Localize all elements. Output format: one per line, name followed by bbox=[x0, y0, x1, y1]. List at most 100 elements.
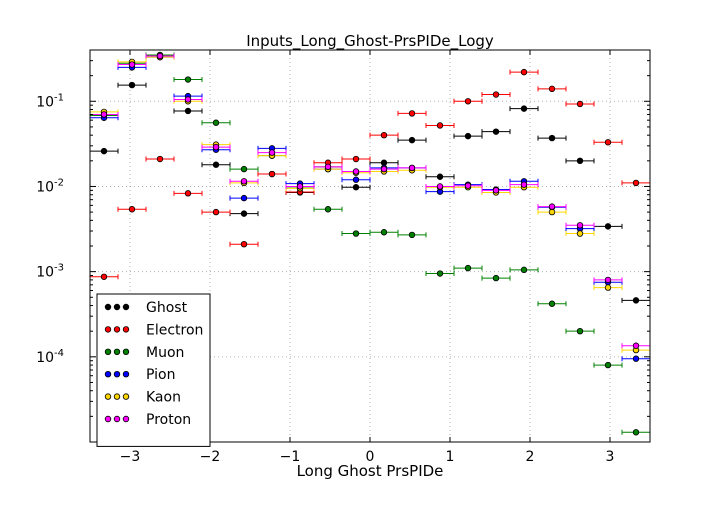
data-point-electron bbox=[520, 68, 528, 76]
y-tick-label-exponent: -4 bbox=[54, 348, 64, 359]
legend-marker-pion bbox=[113, 371, 121, 378]
data-point-proton bbox=[212, 143, 220, 151]
data-point-proton bbox=[464, 182, 472, 189]
data-point-proton bbox=[324, 163, 332, 171]
data-point-kaon bbox=[604, 284, 612, 291]
data-point-proton bbox=[632, 342, 640, 349]
legend-marker-muon bbox=[122, 348, 130, 355]
tick-layer: −3 −2 −1 0 1 2 310-110-210-310-4 bbox=[36, 49, 650, 465]
legend-label-kaon: Kaon bbox=[146, 390, 181, 406]
chart-title: Inputs_Long_Ghost-PrsPIDe_Logy bbox=[246, 32, 494, 51]
legend-marker-proton bbox=[122, 415, 130, 423]
data-point-proton bbox=[296, 183, 304, 190]
data-point-electron bbox=[128, 206, 136, 213]
legend-marker-muon bbox=[113, 348, 121, 355]
data-points bbox=[90, 51, 650, 436]
data-point-electron bbox=[604, 139, 612, 146]
data-point-electron bbox=[156, 155, 164, 163]
data-point-ghost bbox=[380, 159, 388, 166]
data-point-electron bbox=[436, 122, 444, 129]
legend-entry-ghost: Ghost bbox=[104, 300, 188, 316]
legend-marker-proton bbox=[113, 415, 121, 423]
data-point-ghost bbox=[520, 105, 528, 112]
data-point-ghost bbox=[464, 132, 472, 140]
y-tick-label-base: 10 bbox=[36, 179, 54, 195]
data-point-proton bbox=[352, 168, 360, 175]
x-tick-label: 3 bbox=[606, 449, 615, 465]
data-point-electron bbox=[268, 170, 276, 178]
legend-marker-kaon bbox=[113, 393, 121, 400]
x-tick-label: −3 bbox=[120, 449, 141, 465]
data-point-proton bbox=[100, 111, 108, 118]
data-point-proton bbox=[548, 203, 556, 210]
data-point-ghost bbox=[100, 147, 108, 155]
legend-entry-electron: Electron bbox=[104, 322, 203, 338]
legend-marker-ghost bbox=[104, 303, 112, 311]
data-point-muon bbox=[604, 361, 612, 369]
data-point-muon bbox=[212, 119, 220, 126]
series-proton bbox=[90, 52, 650, 349]
data-point-ghost bbox=[240, 210, 248, 217]
legend-marker-muon bbox=[104, 348, 112, 355]
data-point-electron bbox=[548, 85, 556, 93]
data-point-ghost bbox=[128, 81, 136, 89]
legend-marker-ghost bbox=[122, 303, 130, 311]
y-tick-label: 10-3 bbox=[36, 263, 64, 281]
data-point-muon bbox=[240, 165, 248, 173]
data-point-proton bbox=[240, 178, 248, 185]
legend: Ghost Electron Muon Pion Kaon Proton bbox=[96, 293, 211, 447]
data-point-ghost bbox=[548, 134, 556, 142]
y-tick-label: 10-1 bbox=[36, 92, 64, 110]
data-point-proton bbox=[380, 165, 388, 173]
series-ghost bbox=[90, 52, 650, 304]
data-point-kaon bbox=[548, 208, 556, 216]
data-point-pion bbox=[352, 176, 360, 183]
legend-label-proton: Proton bbox=[146, 412, 191, 428]
y-tick-label-base: 10 bbox=[36, 94, 54, 110]
data-point-proton bbox=[436, 183, 444, 190]
data-point-electron bbox=[632, 179, 640, 187]
data-point-electron bbox=[100, 273, 108, 280]
series-electron bbox=[90, 68, 650, 280]
legend-marker-pion bbox=[122, 371, 130, 378]
legend-entry-kaon: Kaon bbox=[104, 390, 181, 406]
data-point-ghost bbox=[604, 223, 612, 230]
legend-marker-kaon bbox=[122, 393, 130, 400]
data-point-electron bbox=[464, 98, 472, 105]
data-point-ghost bbox=[184, 107, 192, 115]
data-point-proton bbox=[156, 52, 164, 60]
x-tick-label: 0 bbox=[366, 449, 375, 465]
legend-marker-electron bbox=[113, 326, 121, 333]
data-point-electron bbox=[184, 190, 192, 197]
data-point-ghost bbox=[576, 157, 584, 165]
data-point-pion bbox=[240, 194, 248, 202]
data-point-electron bbox=[492, 91, 500, 98]
data-point-muon bbox=[436, 270, 444, 277]
data-point-electron bbox=[576, 100, 584, 108]
data-point-electron bbox=[240, 240, 248, 248]
data-point-muon bbox=[408, 231, 416, 239]
legend-label-ghost: Ghost bbox=[146, 300, 188, 316]
data-point-proton bbox=[184, 96, 192, 103]
data-point-kaon bbox=[576, 230, 584, 237]
data-point-muon bbox=[632, 429, 640, 436]
data-point-ghost bbox=[352, 184, 360, 191]
legend-entry-proton: Proton bbox=[104, 412, 191, 428]
x-tick-label: 2 bbox=[526, 449, 535, 465]
y-tick-label-exponent: -1 bbox=[54, 92, 64, 103]
legend-marker-ghost bbox=[113, 303, 121, 311]
data-point-pion bbox=[632, 355, 640, 362]
data-point-proton bbox=[604, 276, 612, 284]
data-point-electron bbox=[408, 110, 416, 117]
data-point-proton bbox=[492, 187, 500, 194]
legend-marker-electron bbox=[122, 326, 130, 333]
legend-entry-muon: Muon bbox=[104, 345, 184, 361]
x-axis-label: Long Ghost PrsPIDe bbox=[297, 462, 444, 480]
data-point-ghost bbox=[436, 173, 444, 180]
y-tick-label-base: 10 bbox=[36, 265, 54, 281]
x-tick-label: −1 bbox=[280, 449, 301, 465]
y-tick-label: 10-2 bbox=[36, 177, 64, 195]
data-point-electron bbox=[352, 155, 360, 163]
